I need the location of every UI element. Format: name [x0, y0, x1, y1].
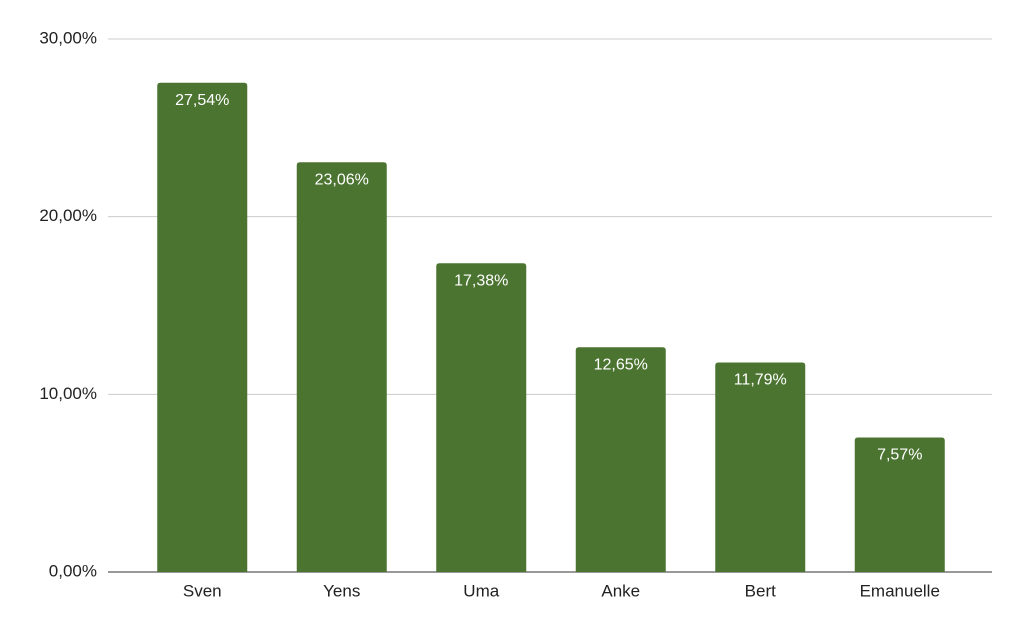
- bar: [157, 82, 248, 573]
- bar: [436, 263, 527, 572]
- y-tick-label: 0,00%: [49, 561, 97, 580]
- x-tick-label: Anke: [601, 581, 640, 600]
- value-label: 11,79%: [734, 372, 787, 389]
- y-tick-label: 20,00%: [39, 206, 97, 225]
- x-tick-label: Bert: [745, 581, 776, 600]
- value-label: 12,65%: [594, 356, 648, 373]
- x-tick-label: Sven: [183, 581, 222, 600]
- bar: [854, 437, 945, 572]
- x-tick-label: Yens: [323, 581, 360, 600]
- y-tick-label: 30,00%: [39, 28, 97, 47]
- value-label: 17,38%: [454, 272, 508, 289]
- bar: [296, 162, 387, 572]
- y-tick-label: 10,00%: [39, 384, 97, 403]
- x-tick-label: Uma: [463, 581, 499, 600]
- value-label: 7,57%: [877, 447, 922, 464]
- value-label: 27,54%: [175, 92, 229, 109]
- bar: [575, 347, 666, 572]
- x-tick-label: Emanuelle: [860, 581, 940, 600]
- bar: [715, 362, 806, 572]
- value-label: 23,06%: [315, 172, 369, 189]
